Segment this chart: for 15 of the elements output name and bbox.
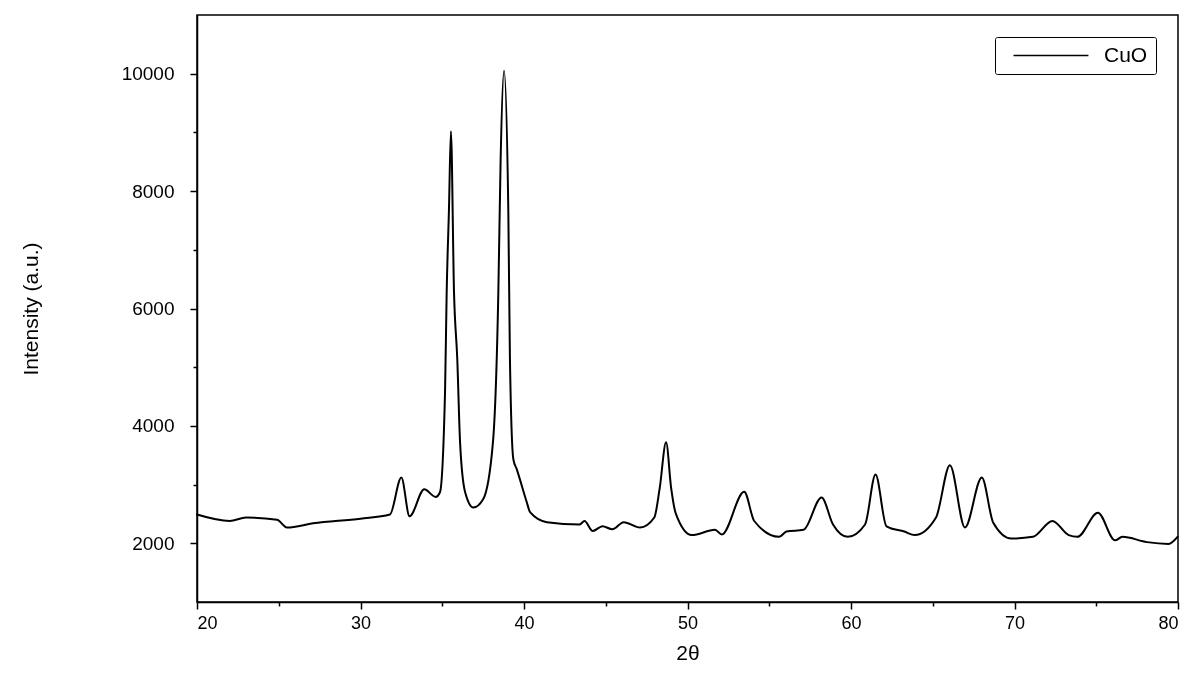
y-tick-label: 8000: [132, 180, 175, 202]
y-tick-label: 2000: [132, 532, 175, 554]
x-axis-title: 2θ: [676, 640, 700, 664]
x-tick-label: 60: [841, 612, 862, 633]
x-tick-label: 70: [1004, 612, 1026, 633]
y-tick-label: 10000: [121, 63, 175, 85]
x-tick-label: 30: [350, 612, 372, 633]
legend-label: CuO: [1104, 42, 1148, 66]
x-tick-label: 80: [1158, 612, 1179, 633]
y-tick-label: 6000: [132, 298, 175, 319]
x-tick-label: 40: [514, 612, 535, 633]
y-axis-title: Intensity (a.u.): [18, 242, 42, 376]
x-tick-label: 50: [677, 612, 699, 633]
y-tick-label: 4000: [132, 415, 175, 437]
x-tick-label: 20: [197, 612, 218, 633]
